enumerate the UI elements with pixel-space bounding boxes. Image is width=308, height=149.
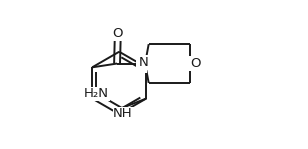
Text: NH: NH — [113, 107, 133, 120]
Text: H₂N: H₂N — [84, 87, 109, 100]
Text: O: O — [190, 57, 201, 70]
Text: N: N — [137, 60, 147, 73]
Text: N: N — [139, 56, 148, 69]
Text: O: O — [112, 27, 123, 40]
